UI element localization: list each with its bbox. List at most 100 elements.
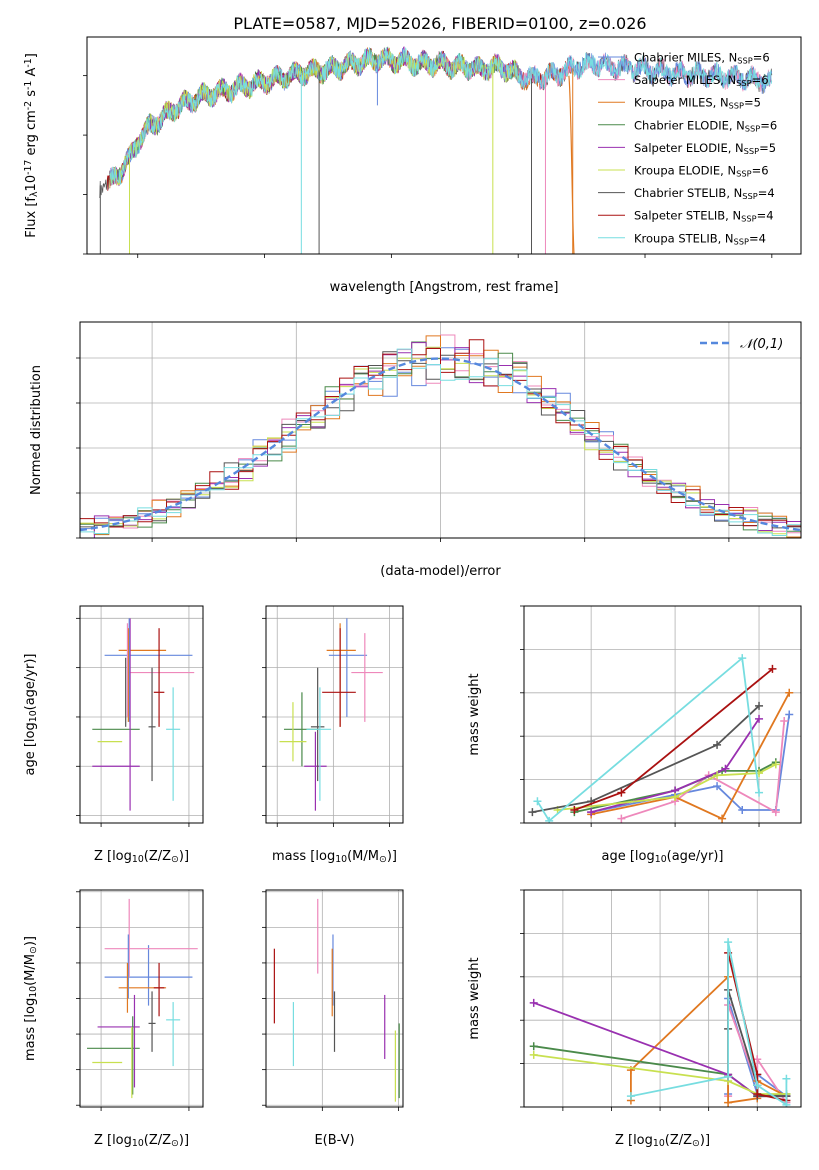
data-point-marker [713,771,722,780]
series-line [591,692,790,820]
point-kroupa-elodie [279,702,307,762]
x-axis-label: Z [log10​(Z/Z⊙​)] [94,1133,189,1149]
legend-label: Salpeter STELIB, NSSP​=4 [634,209,774,224]
x-axis-label: wavelength [Angstrom, rest frame] [330,280,559,295]
point-salpeter-elodie [304,731,327,811]
y-axis-label: Normed distribution [29,365,44,495]
data-point-marker [724,1098,733,1107]
data-point-marker [587,808,596,817]
data-point-marker [782,1074,791,1083]
point-chabrier-stelib [148,991,156,1052]
data-point-marker [626,1092,635,1101]
plot-weight-vs-Z: Z [log10​(Z/Z⊙​)] mass weight [467,889,802,1149]
data-point-marker [533,797,542,806]
series-line [574,668,774,811]
data-point-marker [528,808,537,817]
legend-label: Chabrier ELODIE, NSSP​=6 [634,118,777,133]
x-axis-label: Z [log10​(Z/Z⊙​)] [94,849,189,865]
series-salpeter-stelib [570,664,777,814]
plot-area [80,890,203,1107]
plot-residual: (data-model)/error Normed distribution 𝒩(0… [29,321,802,579]
data-point-marker [785,710,794,719]
legend-label: Salpeter MILES, NSSP​=6 [634,73,769,88]
point-salpeter-stelib [153,628,165,727]
plot-area [266,606,403,823]
point-kroupa-miles [326,623,356,727]
data-point-marker [768,664,777,673]
spectrum-dropoff [568,75,575,254]
series-chabrier-stelib [528,701,764,817]
point-salpeter-miles [351,633,383,722]
data-point-marker [713,782,722,791]
axes-frame [523,889,802,1108]
plot-area [524,606,801,823]
data-point-marker [755,701,764,710]
point-chabrier-miles [104,945,193,1006]
y-axis-label: age [log10​(age/yr)] [23,654,39,776]
data-point-marker [718,814,727,823]
series-line [532,705,760,813]
data-point-marker [724,1072,733,1081]
y-axis-label: mass weight [467,957,482,1039]
plot-area [80,322,801,538]
y-axis-label: Flux [fλ​10-17​ erg cm-2​ s-1​ A-1​] [23,53,40,238]
data-point-marker [713,740,722,749]
plot-mass-vs-Z: Z [log10​(Z/Z⊙​)] mass [log10​(M/M⊙​)] [23,889,204,1149]
plot-age-vs-mass: mass [log10​(M/M⊙​)] [262,605,404,865]
axes-frame [79,889,204,1108]
spectrum-line-kroupa-stelib [109,46,773,186]
axes-frame [79,321,802,539]
figure-title: PLATE=0587, MJD=52026, FIBERID=0100, z=0… [233,14,646,33]
x-axis-label: Z [log10​(Z/Z⊙​)] [615,1133,710,1149]
legend-label: Kroupa ELODIE, NSSP​=6 [634,164,769,179]
point-chabrier-miles [328,618,368,717]
axes-frame [523,605,802,824]
plot-spectrum: wavelength [Angstrom, rest frame] Flux [f… [23,36,802,295]
x-axis-label: mass [log10​(M/M⊙​)] [272,849,397,865]
data-point-marker [529,998,538,1007]
series-line [591,714,791,813]
data-point-marker [755,714,764,723]
point-chabrier-stelib [310,667,325,782]
data-point-marker [617,788,626,797]
data-point-marker [755,788,764,797]
plot-area [524,890,801,1107]
legend-label: Chabrier MILES, NSSP​=6 [634,51,770,66]
data-point-marker [617,814,626,823]
data-point-marker [753,1089,762,1098]
series-kroupa-stelib [533,654,764,823]
histogram-kroupa-stelib [80,348,801,538]
plot-age-vs-Z: Z [log10​(Z/Z⊙​)] age [log10​(age/yr)] [23,605,204,865]
data-point-marker [545,816,554,823]
data-point-marker [785,688,794,697]
axes-frame [79,605,204,824]
point-salpeter-stelib [153,962,165,1017]
plot-weight-vs-age: age [log10​(age/yr)] mass weight [467,605,802,865]
data-point-marker [780,717,789,726]
plot-area [99,46,773,254]
data-point-marker [771,760,780,769]
series-kroupa-elodie [553,760,780,814]
axes-frame [265,605,404,824]
legend-label: Salpeter ELODIE, NSSP​=5 [634,141,776,156]
series-kroupa-stelib [626,938,791,1107]
point-kroupa-stelib [166,1002,181,1067]
data-point-marker [570,805,579,814]
point-kroupa-stelib [166,687,181,801]
point-kroupa-stelib [306,687,332,801]
x-axis-label: (data-model)/error [380,564,501,579]
data-point-marker [771,808,780,817]
data-point-marker [753,1055,762,1064]
legend-label: 𝒩(0,1) [740,337,783,352]
data-point-marker [753,1081,762,1090]
plot-area [80,606,203,823]
y-axis-label: mass weight [467,673,482,755]
plot-mass-vs-ebv: E(B-V) [262,889,404,1148]
plot-area [266,890,403,1107]
series-line [630,941,788,1107]
x-axis-label: E(B-V) [314,1133,354,1148]
data-point-marker [671,792,680,801]
x-axis-label: age [log10​(age/yr)] [602,849,724,865]
legend-label: Kroupa MILES, NSSP​=5 [634,96,761,111]
